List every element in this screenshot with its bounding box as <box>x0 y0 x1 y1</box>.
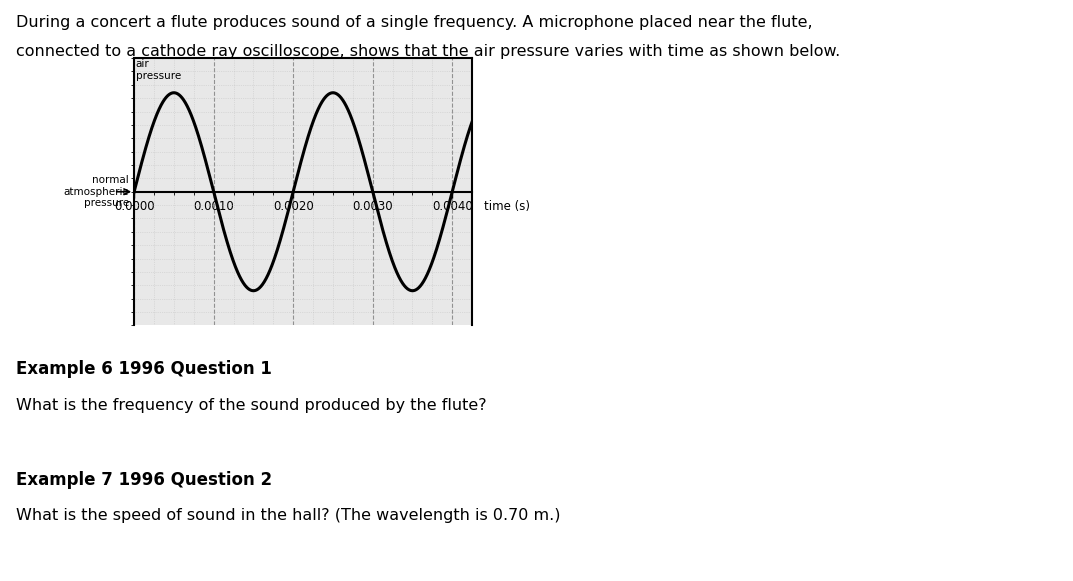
Text: What is the speed of sound in the hall? (The wavelength is 0.70 m.): What is the speed of sound in the hall? … <box>16 508 560 523</box>
Text: Example 6 1996 Question 1: Example 6 1996 Question 1 <box>16 360 271 378</box>
Text: What is the frequency of the sound produced by the flute?: What is the frequency of the sound produ… <box>16 398 487 413</box>
Text: During a concert a flute produces sound of a single frequency. A microphone plac: During a concert a flute produces sound … <box>16 15 812 30</box>
Text: normal
atmospheric
pressure: normal atmospheric pressure <box>63 175 129 209</box>
Text: Example 7 1996 Question 2: Example 7 1996 Question 2 <box>16 471 273 489</box>
Text: time (s): time (s) <box>484 200 530 213</box>
Text: connected to a cathode ray oscilloscope, shows that the air pressure varies with: connected to a cathode ray oscilloscope,… <box>16 44 840 59</box>
Text: air
pressure: air pressure <box>136 59 181 81</box>
